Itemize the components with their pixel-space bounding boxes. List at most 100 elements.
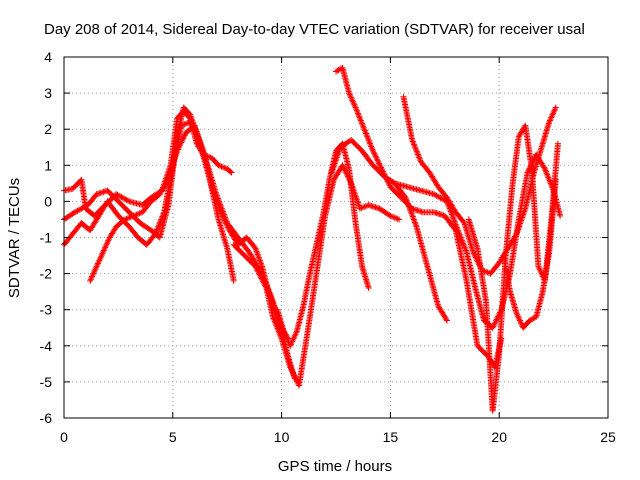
data-point bbox=[491, 321, 498, 328]
data-point bbox=[405, 202, 412, 209]
data-point bbox=[280, 328, 287, 335]
data-point bbox=[212, 192, 219, 199]
data-point bbox=[91, 267, 98, 274]
data-point bbox=[411, 217, 418, 224]
data-point bbox=[434, 193, 441, 200]
data-point bbox=[291, 332, 298, 339]
data-point bbox=[93, 263, 100, 270]
data-point bbox=[254, 267, 261, 274]
data-point bbox=[443, 316, 450, 323]
data-point bbox=[355, 201, 362, 208]
data-point bbox=[348, 95, 355, 102]
data-point bbox=[90, 270, 97, 277]
data-point bbox=[543, 170, 550, 177]
data-point bbox=[460, 218, 467, 225]
data-point bbox=[124, 197, 131, 204]
chart-title: Day 208 of 2014, Sidereal Day-to-day VTE… bbox=[44, 21, 585, 38]
data-point bbox=[447, 208, 454, 215]
data-point bbox=[356, 113, 363, 120]
data-point bbox=[452, 221, 459, 228]
data-point bbox=[123, 215, 130, 222]
data-point bbox=[89, 273, 96, 280]
data-point bbox=[177, 140, 184, 147]
data-point bbox=[408, 210, 415, 217]
data-point bbox=[199, 146, 206, 153]
data-point bbox=[178, 122, 185, 129]
data-point bbox=[359, 121, 366, 128]
data-point bbox=[359, 204, 366, 211]
x-axis-label: GPS time / hours bbox=[278, 458, 392, 475]
data-point bbox=[187, 113, 194, 120]
data-point bbox=[490, 323, 497, 330]
data-point bbox=[548, 113, 555, 120]
data-point bbox=[287, 364, 294, 371]
data-point bbox=[228, 169, 235, 176]
data-point bbox=[88, 274, 95, 281]
data-point bbox=[367, 140, 374, 147]
data-point bbox=[552, 105, 559, 112]
data-point bbox=[216, 206, 223, 213]
data-point bbox=[340, 163, 347, 170]
data-point bbox=[554, 140, 561, 147]
data-point bbox=[453, 222, 460, 229]
data-point bbox=[330, 165, 337, 172]
data-point bbox=[87, 277, 94, 284]
data-point bbox=[335, 150, 342, 157]
data-point bbox=[130, 212, 137, 219]
data-point bbox=[373, 154, 380, 161]
x-tick-label: 25 bbox=[600, 429, 616, 445]
data-point bbox=[81, 204, 88, 211]
data-point bbox=[129, 213, 136, 220]
data-point bbox=[287, 342, 294, 349]
data-point bbox=[215, 201, 222, 208]
data-point bbox=[158, 215, 165, 222]
data-point bbox=[133, 211, 140, 218]
data-point bbox=[369, 146, 376, 153]
data-point bbox=[194, 131, 201, 138]
data-point bbox=[446, 205, 453, 212]
data-point bbox=[372, 153, 379, 160]
data-point bbox=[225, 224, 232, 231]
data-point bbox=[198, 143, 205, 150]
data-point bbox=[196, 137, 203, 144]
data-point bbox=[328, 169, 335, 176]
data-point bbox=[387, 212, 394, 219]
data-point bbox=[514, 313, 521, 320]
data-point bbox=[340, 165, 347, 172]
data-point bbox=[443, 198, 450, 205]
data-point bbox=[273, 324, 280, 331]
data-point bbox=[181, 132, 188, 139]
data-point bbox=[351, 103, 358, 110]
data-point bbox=[414, 150, 421, 157]
data-point bbox=[401, 193, 408, 200]
data-point bbox=[219, 164, 226, 171]
data-point bbox=[446, 204, 453, 211]
data-point bbox=[290, 335, 297, 342]
y-tick-label: 0 bbox=[44, 193, 52, 209]
data-point bbox=[412, 220, 419, 227]
data-point bbox=[361, 203, 368, 210]
data-point bbox=[282, 331, 289, 338]
data-point bbox=[542, 167, 549, 174]
data-point bbox=[105, 237, 112, 244]
data-point bbox=[216, 204, 223, 211]
data-point bbox=[333, 68, 339, 75]
data-point bbox=[412, 145, 419, 152]
data-point bbox=[104, 238, 111, 245]
series-track-12 bbox=[500, 176, 559, 331]
data-point bbox=[364, 134, 371, 141]
y-tick-label: -6 bbox=[40, 410, 53, 426]
data-point bbox=[349, 97, 356, 104]
data-point bbox=[192, 125, 199, 132]
data-point bbox=[404, 199, 411, 206]
data-point bbox=[291, 334, 298, 341]
data-point bbox=[196, 135, 203, 142]
data-point bbox=[358, 205, 365, 212]
data-point bbox=[221, 216, 228, 223]
data-point bbox=[197, 140, 204, 147]
data-point bbox=[352, 104, 359, 111]
data-point bbox=[255, 268, 262, 275]
data-point bbox=[455, 228, 462, 235]
data-point bbox=[409, 213, 416, 220]
data-point bbox=[405, 203, 412, 210]
